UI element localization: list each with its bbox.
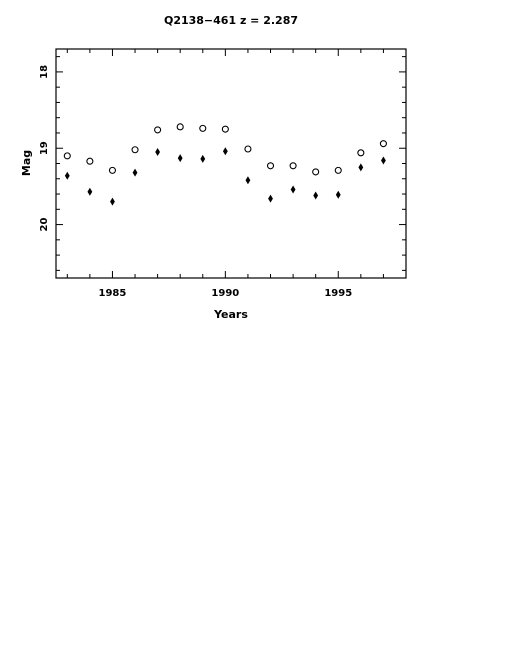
open-circle-point xyxy=(289,162,297,170)
open-circle-point xyxy=(199,124,207,132)
filled-diamond-point xyxy=(381,156,386,165)
open-circle-point xyxy=(63,152,71,160)
filled-diamond-point xyxy=(177,154,183,163)
filled-diamond-point xyxy=(290,185,296,194)
filled-diamond-point xyxy=(110,197,115,206)
x-tick-labels: 1985 1990 1995 xyxy=(99,288,353,299)
open-circle-point xyxy=(379,140,387,148)
open-circle-point xyxy=(176,123,184,131)
open-circle-point xyxy=(266,162,275,170)
open-circle-point xyxy=(131,146,139,154)
x-tick-label: 1990 xyxy=(211,288,239,299)
axis-ticks xyxy=(56,49,407,278)
data-points xyxy=(63,123,387,206)
open-circle-point xyxy=(244,145,252,153)
filled-diamond-point xyxy=(87,187,93,196)
y-axis-label: Mag xyxy=(20,150,33,176)
filled-diamond-point xyxy=(245,176,251,185)
open-circle-point xyxy=(312,168,320,176)
filled-diamond-point xyxy=(132,168,138,177)
open-circle-point xyxy=(334,166,342,174)
chart-title: Q2138−461 z = 2.287 xyxy=(164,14,298,27)
open-circle-point xyxy=(154,126,162,134)
filled-diamond-point xyxy=(358,163,364,172)
plot-frame xyxy=(55,48,407,279)
y-tick-label: 18 xyxy=(39,65,50,79)
x-tick-label: 1995 xyxy=(324,288,352,299)
x-axis-label: Years xyxy=(213,308,248,321)
x-tick-label: 1985 xyxy=(99,288,127,299)
open-circle-point xyxy=(221,125,229,133)
open-circle-point xyxy=(357,149,365,157)
filled-diamond-point xyxy=(64,171,70,180)
filled-diamond-point xyxy=(268,194,273,203)
y-tick-labels: 18 19 20 xyxy=(39,65,50,232)
open-circle-point xyxy=(108,166,117,174)
filled-diamond-point xyxy=(222,147,228,156)
y-tick-label: 20 xyxy=(39,218,50,232)
filled-diamond-point xyxy=(200,154,206,163)
open-circle-point xyxy=(86,157,94,165)
filled-diamond-point xyxy=(335,190,341,199)
y-tick-label: 19 xyxy=(39,141,50,155)
filled-diamond-point xyxy=(313,191,319,200)
filled-diamond-point xyxy=(155,148,161,157)
